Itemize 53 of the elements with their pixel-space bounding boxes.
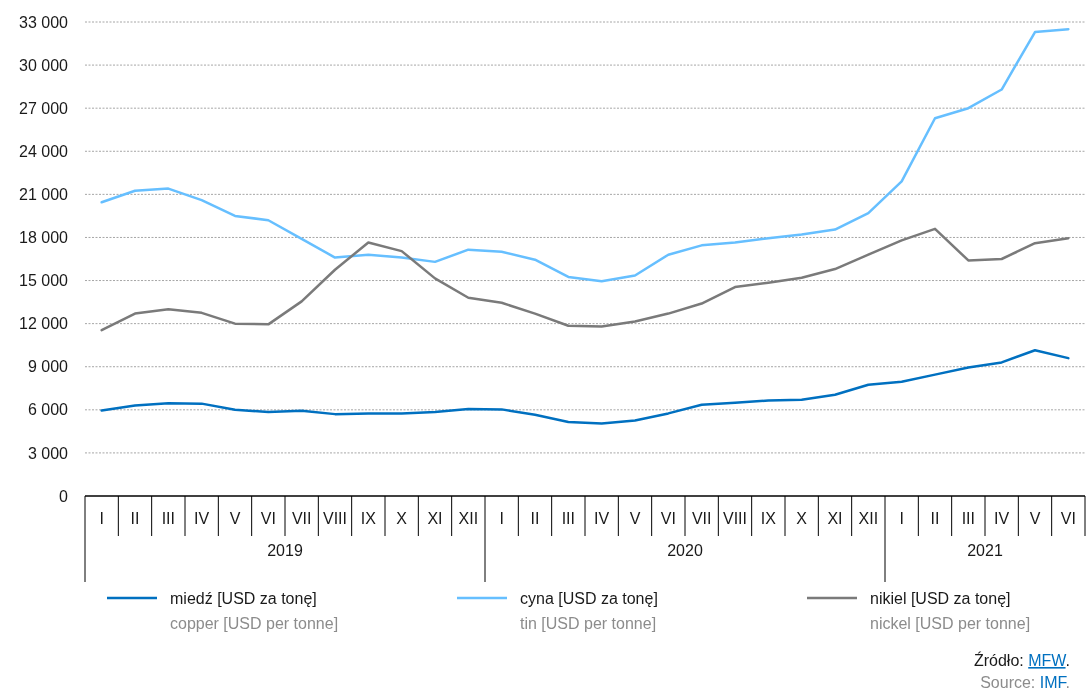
- y-tick-label: 18 000: [19, 229, 69, 247]
- y-tick-label: 21 000: [19, 185, 69, 203]
- x-tick-label: X: [396, 510, 408, 527]
- x-tick-label: I: [899, 510, 904, 527]
- legend-label: miedź [USD za tonę] copper [USD per tonne]: [170, 589, 339, 632]
- y-tick-label: 24 000: [19, 142, 69, 160]
- x-tick-label: X: [796, 510, 808, 527]
- x-tick-label: XI: [827, 510, 843, 527]
- text: 2019: [267, 542, 303, 559]
- x-tick-label: V: [1029, 510, 1041, 527]
- x-tick-label: I: [99, 510, 104, 527]
- y-tick-label: 27 000: [19, 99, 69, 117]
- x-tick-label: VI: [660, 510, 676, 527]
- x-tick-label: XII: [858, 510, 879, 527]
- x-tick-label: XI: [427, 510, 443, 527]
- x-tick-label: III: [161, 510, 176, 527]
- x-tick-label: V: [629, 510, 641, 527]
- x-tick-label: VII: [291, 510, 312, 527]
- text: 2020: [667, 542, 703, 559]
- x-tick-label: III: [961, 510, 976, 527]
- x-tick-label: II: [930, 510, 940, 527]
- line-series: [100, 227, 1070, 332]
- x-tick-label: VIII: [322, 510, 348, 527]
- x-tick-label: IX: [360, 510, 377, 527]
- text: Źródło: MFW.: [973, 651, 1070, 669]
- y-tick-label: 9 000: [27, 358, 69, 376]
- y-tick-label: 12 000: [19, 315, 69, 333]
- x-tick-label: II: [130, 510, 140, 527]
- y-tick-label: 30 000: [19, 56, 69, 74]
- x-tick-label: IV: [994, 510, 1010, 527]
- x-tick-label: IV: [594, 510, 610, 527]
- x-tick-label: IX: [760, 510, 777, 527]
- x-tick-label: V: [229, 510, 241, 527]
- x-tick-label: I: [499, 510, 504, 527]
- legend-label: nikiel [USD za tonę] nickel [USD per tonne]: [870, 589, 1031, 632]
- x-tick-label: VI: [260, 510, 276, 527]
- x-tick-label: VIII: [722, 510, 748, 527]
- y-tick-label: 33 000: [19, 13, 69, 31]
- y-tick-label: 6 000: [27, 401, 69, 419]
- line-series: [100, 348, 1070, 425]
- x-tick-label: III: [561, 510, 576, 527]
- source-note: Source: IMF.: [980, 674, 1070, 691]
- y-tick-label: 3 000: [27, 444, 69, 462]
- y-tick-label: 0: [59, 487, 69, 505]
- y-tick-label: 15 000: [19, 272, 69, 290]
- x-tick-label: VI: [1060, 510, 1076, 527]
- line-series: [100, 27, 1070, 283]
- x-tick-label: IV: [194, 510, 210, 527]
- legend-label: cyna [USD za tonę] tin [USD per tonne]: [520, 589, 658, 632]
- text: 2021: [967, 542, 1003, 559]
- x-tick-label: II: [530, 510, 540, 527]
- x-tick-label: XII: [458, 510, 479, 527]
- x-tick-label: VII: [691, 510, 712, 527]
